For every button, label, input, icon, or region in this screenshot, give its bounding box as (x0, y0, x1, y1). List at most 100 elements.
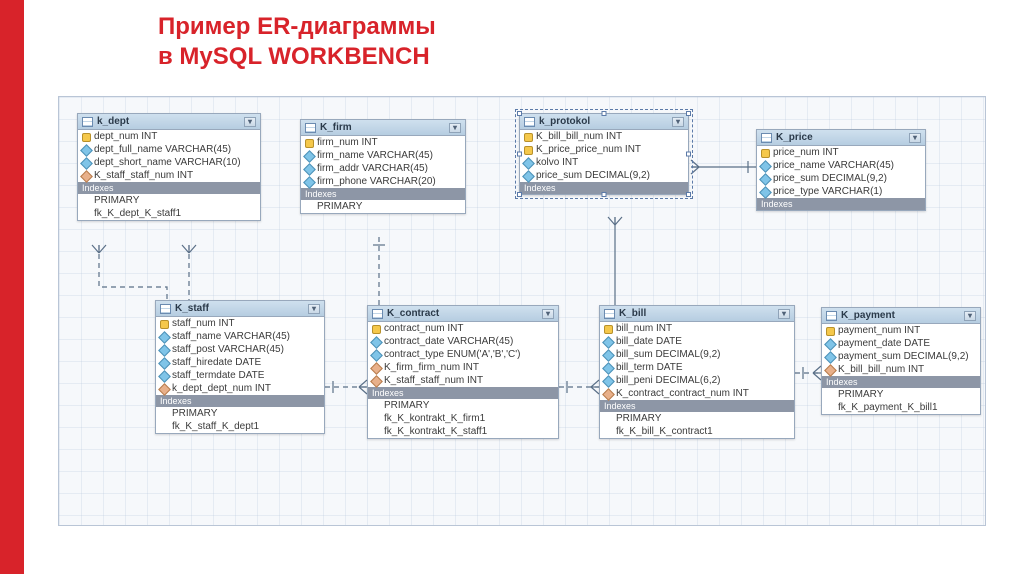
index-item[interactable]: PRIMARY (156, 407, 324, 420)
entity-k_contract[interactable]: K_contract▾contract_num INTcontract_date… (367, 305, 559, 439)
collapse-icon[interactable]: ▾ (449, 123, 461, 133)
entity-k_bill[interactable]: K_bill▾bill_num INTbill_date DATEbill_su… (599, 305, 795, 439)
column[interactable]: price_num INT (757, 146, 925, 159)
index-item[interactable]: PRIMARY (822, 388, 980, 401)
indexes-header[interactable]: Indexes (78, 182, 260, 194)
index-item[interactable]: PRIMARY (301, 200, 465, 213)
column[interactable]: price_name VARCHAR(45) (757, 159, 925, 172)
title-line-1: Пример ER-диаграммы (158, 13, 436, 40)
column[interactable]: contract_type ENUM('A','B','C') (368, 348, 558, 361)
columns-list: bill_num INTbill_date DATEbill_sum DECIM… (600, 322, 794, 400)
column[interactable]: K_staff_staff_num INT (368, 374, 558, 387)
resize-handle[interactable] (686, 152, 691, 157)
index-item[interactable]: PRIMARY (600, 412, 794, 425)
index-item[interactable]: fk_K_kontrakt_K_staff1 (368, 425, 558, 438)
entity-name: k_dept (97, 116, 129, 127)
table-icon (524, 117, 535, 127)
index-item[interactable]: fk_K_bill_K_contract1 (600, 425, 794, 438)
column[interactable]: bill_term DATE (600, 361, 794, 374)
index-item[interactable]: PRIMARY (78, 194, 260, 207)
column[interactable]: staff_termdate DATE (156, 369, 324, 382)
collapse-icon[interactable]: ▾ (778, 309, 790, 319)
column[interactable]: payment_num INT (822, 324, 980, 337)
columns-list: price_num INTprice_name VARCHAR(45)price… (757, 146, 925, 198)
column[interactable]: bill_date DATE (600, 335, 794, 348)
column[interactable]: bill_num INT (600, 322, 794, 335)
column[interactable]: staff_name VARCHAR(45) (156, 330, 324, 343)
collapse-icon[interactable]: ▾ (308, 304, 320, 314)
indexes-header[interactable]: Indexes (757, 198, 925, 210)
index-item[interactable]: fk_K_kontrakt_K_firm1 (368, 412, 558, 425)
entity-titlebar[interactable]: K_price▾ (757, 130, 925, 146)
column[interactable]: contract_num INT (368, 322, 558, 335)
collapse-icon[interactable]: ▾ (672, 117, 684, 127)
column[interactable]: K_contract_contract_num INT (600, 387, 794, 400)
indexes-list: PRIMARY (301, 200, 465, 213)
column[interactable]: K_firm_firm_num INT (368, 361, 558, 374)
column[interactable]: payment_sum DECIMAL(9,2) (822, 350, 980, 363)
column[interactable]: K_bill_bill_num INT (822, 363, 980, 376)
entity-titlebar[interactable]: K_contract▾ (368, 306, 558, 322)
entity-k_payment[interactable]: K_payment▾payment_num INTpayment_date DA… (821, 307, 981, 415)
index-item[interactable]: PRIMARY (368, 399, 558, 412)
column[interactable]: kolvo INT (520, 156, 688, 169)
indexes-list: PRIMARYfk_K_kontrakt_K_firm1fk_K_kontrak… (368, 399, 558, 438)
resize-handle[interactable] (602, 192, 607, 197)
er-canvas[interactable]: k_dept ▾ dept_num INTdept_full_name VARCHA… (58, 96, 986, 526)
entity-titlebar[interactable]: k_protokol▾ (520, 114, 688, 130)
resize-handle[interactable] (517, 192, 522, 197)
title-line-2: в MySQL WORKBENCH (158, 43, 430, 70)
collapse-icon[interactable]: ▾ (964, 311, 976, 321)
entity-titlebar[interactable]: K_payment▾ (822, 308, 980, 324)
indexes-list: PRIMARYfk_K_dept_K_staff1 (78, 194, 260, 220)
column[interactable]: dept_num INT (78, 130, 260, 143)
resize-handle[interactable] (686, 111, 691, 116)
column[interactable]: price_sum DECIMAL(9,2) (520, 169, 688, 182)
column[interactable]: contract_date VARCHAR(45) (368, 335, 558, 348)
collapse-icon[interactable]: ▾ (244, 117, 256, 127)
column[interactable]: dept_full_name VARCHAR(45) (78, 143, 260, 156)
resize-handle[interactable] (602, 111, 607, 116)
column[interactable]: staff_hiredate DATE (156, 356, 324, 369)
indexes-header[interactable]: Indexes (368, 387, 558, 399)
column[interactable]: K_staff_staff_num INT (78, 169, 260, 182)
column[interactable]: firm_name VARCHAR(45) (301, 149, 465, 162)
column[interactable]: K_price_price_num INT (520, 143, 688, 156)
index-item[interactable]: fk_K_staff_K_dept1 (156, 420, 324, 433)
column[interactable]: bill_peni DECIMAL(6,2) (600, 374, 794, 387)
column[interactable]: payment_date DATE (822, 337, 980, 350)
column[interactable]: firm_addr VARCHAR(45) (301, 162, 465, 175)
table-icon (305, 123, 316, 133)
entity-k_protokol[interactable]: k_protokol▾K_bill_bill_num INTK_price_pr… (519, 113, 689, 195)
entity-titlebar[interactable]: K_firm▾ (301, 120, 465, 136)
resize-handle[interactable] (517, 111, 522, 116)
column[interactable]: bill_sum DECIMAL(9,2) (600, 348, 794, 361)
column[interactable]: firm_num INT (301, 136, 465, 149)
entity-k_staff[interactable]: K_staff▾staff_num INTstaff_name VARCHAR(… (155, 300, 325, 434)
entity-k_firm[interactable]: K_firm▾firm_num INTfirm_name VARCHAR(45)… (300, 119, 466, 214)
entity-k_dept[interactable]: k_dept ▾ dept_num INTdept_full_name VARCHA… (77, 113, 261, 221)
entity-titlebar[interactable]: k_dept ▾ (78, 114, 260, 130)
index-item[interactable]: fk_K_payment_K_bill1 (822, 401, 980, 414)
entity-titlebar[interactable]: K_staff▾ (156, 301, 324, 317)
entity-k_price[interactable]: K_price▾price_num INTprice_name VARCHAR(… (756, 129, 926, 211)
indexes-header[interactable]: Indexes (822, 376, 980, 388)
column[interactable]: firm_phone VARCHAR(20) (301, 175, 465, 188)
resize-handle[interactable] (686, 192, 691, 197)
column[interactable]: K_bill_bill_num INT (520, 130, 688, 143)
resize-handle[interactable] (517, 152, 522, 157)
collapse-icon[interactable]: ▾ (909, 133, 921, 143)
column[interactable]: staff_post VARCHAR(45) (156, 343, 324, 356)
column[interactable]: price_sum DECIMAL(9,2) (757, 172, 925, 185)
columns-list: firm_num INTfirm_name VARCHAR(45)firm_ad… (301, 136, 465, 188)
indexes-header[interactable]: Indexes (156, 395, 324, 407)
index-item[interactable]: fk_K_dept_K_staff1 (78, 207, 260, 220)
column[interactable]: price_type VARCHAR(1) (757, 185, 925, 198)
collapse-icon[interactable]: ▾ (542, 309, 554, 319)
column[interactable]: staff_num INT (156, 317, 324, 330)
indexes-header[interactable]: Indexes (301, 188, 465, 200)
column[interactable]: k_dept_dept_num INT (156, 382, 324, 395)
entity-titlebar[interactable]: K_bill▾ (600, 306, 794, 322)
column[interactable]: dept_short_name VARCHAR(10) (78, 156, 260, 169)
indexes-header[interactable]: Indexes (600, 400, 794, 412)
